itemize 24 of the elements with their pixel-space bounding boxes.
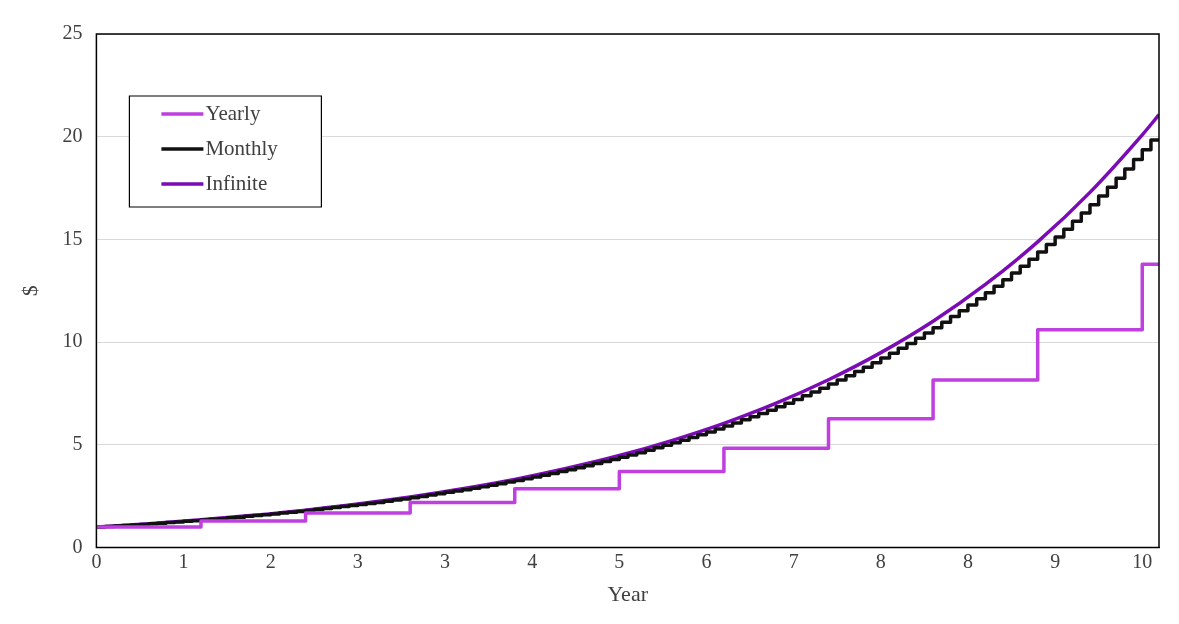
x-tick-label: 3 [352,549,363,572]
x-tick-label: 0 [91,549,102,572]
x-tick-label: 8 [875,549,886,572]
x-tick-label: 4 [527,549,538,572]
x-tick-label: 6 [701,549,712,572]
legend-label: Infinite [205,170,268,195]
legend-label: Monthly [205,135,279,160]
y-tick-label: 10 [62,329,83,352]
x-tick-label: 1 [178,549,189,572]
x-tick-label: 10 [1132,549,1153,572]
x-tick-label: 9 [1050,549,1061,572]
y-tick-label: 0 [72,534,83,557]
y-axis-title: $ [16,285,42,297]
x-tick-label: 3 [439,549,450,572]
x-tick-label: 8 [962,549,973,572]
x-axis-title: Year [607,580,649,606]
x-tick-label: 2 [265,549,276,572]
y-tick-label: 15 [62,226,83,249]
y-tick-label: 25 [62,21,83,44]
legend-label: Yearly [205,100,261,125]
y-tick-label: 20 [62,123,83,146]
x-tick-label: 5 [614,549,625,572]
y-tick-label: 5 [72,432,83,455]
x-tick-label: 7 [788,549,799,572]
